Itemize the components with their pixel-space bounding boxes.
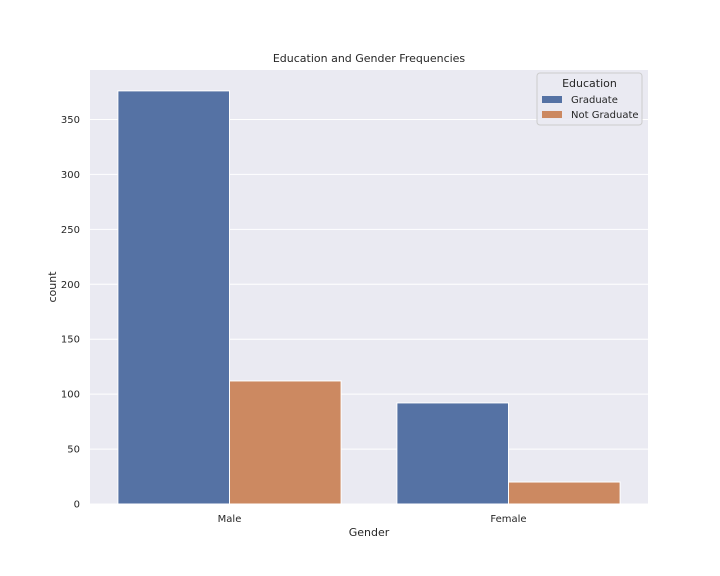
- bar-male-graduate: [117, 90, 230, 505]
- legend-title: Education: [562, 77, 617, 90]
- y-tick-label: 200: [61, 280, 80, 291]
- y-tick-label: 250: [61, 225, 80, 236]
- legend-swatch-not-graduate: [542, 111, 562, 118]
- legend-label: Not Graduate: [571, 110, 639, 121]
- x-tick-label: Female: [490, 514, 526, 525]
- bars: [117, 90, 621, 505]
- y-tick-label: 100: [61, 390, 80, 401]
- y-axis-label: count: [46, 271, 59, 303]
- y-tick-label: 0: [74, 500, 80, 511]
- legend-box: [536, 72, 643, 126]
- y-tick-label: 350: [61, 115, 80, 126]
- y-tick-labels: 0 50 100 150 200 250 300 350: [61, 115, 80, 511]
- y-tick-label: 50: [67, 445, 80, 456]
- bar-female-not-graduate: [508, 481, 621, 505]
- legend-label: Graduate: [571, 95, 618, 106]
- x-tick-labels: Male Female: [218, 514, 527, 525]
- x-axis-label: Gender: [349, 526, 390, 539]
- legend-items: Graduate Not Graduate: [542, 95, 639, 121]
- y-tick-label: 150: [61, 335, 80, 346]
- chart-title: Education and Gender Frequencies: [273, 52, 466, 65]
- bar-male-not-graduate: [229, 380, 342, 505]
- legend: Education Graduate Not Graduate: [536, 72, 643, 126]
- bar-female-graduate: [396, 402, 509, 505]
- y-tick-label: 300: [61, 170, 80, 181]
- x-tick-label: Male: [218, 514, 242, 525]
- legend-swatch-graduate: [542, 96, 562, 103]
